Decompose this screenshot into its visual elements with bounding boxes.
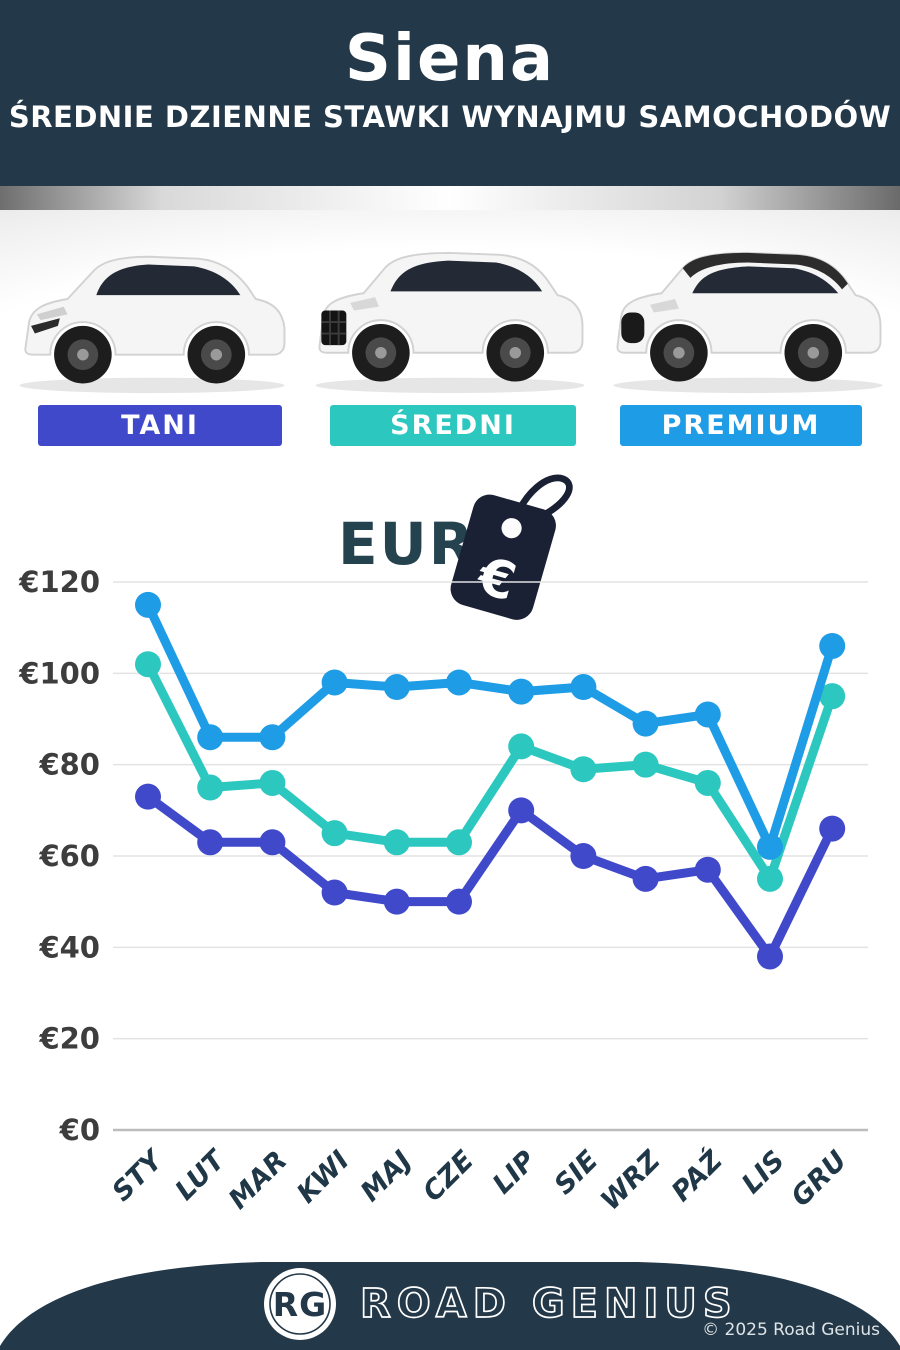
data-point bbox=[197, 829, 224, 856]
data-point bbox=[570, 843, 597, 870]
data-point bbox=[446, 829, 472, 856]
data-point bbox=[694, 701, 721, 728]
copyright-text: © 2025 Road Genius bbox=[702, 1320, 880, 1340]
data-point bbox=[819, 815, 846, 842]
x-axis-month-label: GRU bbox=[785, 1145, 853, 1213]
data-point bbox=[508, 678, 535, 705]
data-point bbox=[321, 879, 348, 906]
data-point bbox=[757, 865, 783, 892]
footer: RG ROAD GENIUS bbox=[0, 1262, 900, 1350]
data-point bbox=[757, 943, 783, 970]
y-axis-tick-label: €60 bbox=[38, 839, 100, 873]
data-point bbox=[321, 820, 348, 847]
data-point bbox=[694, 769, 721, 796]
tier-button-premium[interactable]: PREMIUM bbox=[620, 405, 862, 446]
page-title: Siena bbox=[344, 22, 556, 96]
x-axis-month-label: KWI bbox=[291, 1145, 355, 1209]
data-point bbox=[197, 774, 224, 801]
data-point bbox=[383, 829, 410, 856]
logo-initials: RG bbox=[273, 1285, 328, 1324]
page-subtitle: ŚREDNIE DZIENNE STAWKI WYNAJMU SAMOCHODÓ… bbox=[8, 100, 892, 135]
y-axis-tick-label: €40 bbox=[38, 930, 100, 964]
y-axis-tick-label: €80 bbox=[38, 748, 100, 782]
data-point bbox=[383, 888, 410, 915]
silver-divider bbox=[0, 186, 900, 210]
data-point bbox=[632, 710, 659, 737]
data-point bbox=[383, 674, 410, 701]
data-point bbox=[819, 632, 846, 659]
data-point bbox=[197, 724, 224, 751]
data-point bbox=[508, 797, 535, 824]
y-axis-tick-label: €0 bbox=[59, 1113, 100, 1147]
price-tag-icon: € bbox=[450, 474, 573, 620]
data-point bbox=[570, 756, 597, 783]
tier-button-tani[interactable]: TANI bbox=[38, 405, 282, 446]
currency-label: EUR bbox=[338, 510, 476, 578]
car-hatchback-image bbox=[19, 255, 286, 394]
data-point bbox=[321, 669, 348, 696]
data-point bbox=[632, 865, 659, 892]
data-point bbox=[632, 751, 659, 778]
tier-button-sredni[interactable]: ŚREDNI bbox=[330, 405, 576, 446]
car-premium-suv-image bbox=[613, 251, 883, 394]
y-axis-tick-label: €20 bbox=[38, 1022, 100, 1056]
cars-strip bbox=[0, 210, 900, 400]
data-point bbox=[446, 669, 472, 696]
x-axis-month-label: LIP bbox=[487, 1145, 542, 1200]
data-point bbox=[259, 829, 286, 856]
y-axis-tick-label: €120 bbox=[18, 565, 100, 599]
x-axis-month-label: CZE bbox=[417, 1145, 480, 1208]
data-point bbox=[819, 683, 846, 710]
y-axis-tick-label: €100 bbox=[18, 656, 100, 690]
data-point bbox=[259, 724, 286, 751]
data-point bbox=[694, 856, 721, 883]
data-point bbox=[135, 591, 161, 618]
data-point bbox=[259, 769, 286, 796]
x-axis-month-label: LIS bbox=[736, 1145, 791, 1200]
logo-circle bbox=[264, 1268, 336, 1340]
header: Siena ŚREDNIE DZIENNE STAWKI WYNAJMU SAM… bbox=[0, 0, 900, 186]
data-point bbox=[757, 833, 783, 860]
x-axis-month-label: WRZ bbox=[595, 1145, 667, 1217]
footer-arch bbox=[0, 1262, 900, 1350]
x-axis-month-label: LUT bbox=[170, 1143, 233, 1206]
car-suv-image bbox=[315, 251, 585, 394]
brand-name: ROAD GENIUS bbox=[360, 1281, 738, 1327]
data-point bbox=[508, 733, 535, 760]
x-axis-month-label: MAJ bbox=[355, 1145, 418, 1208]
x-axis-month-label: PAŹ bbox=[665, 1144, 729, 1208]
data-point bbox=[446, 888, 472, 915]
data-point bbox=[135, 783, 161, 810]
data-point bbox=[135, 651, 161, 678]
x-axis-month-label: MAR bbox=[223, 1145, 293, 1215]
data-point bbox=[570, 674, 597, 701]
x-axis-month-label: STY bbox=[106, 1143, 170, 1207]
